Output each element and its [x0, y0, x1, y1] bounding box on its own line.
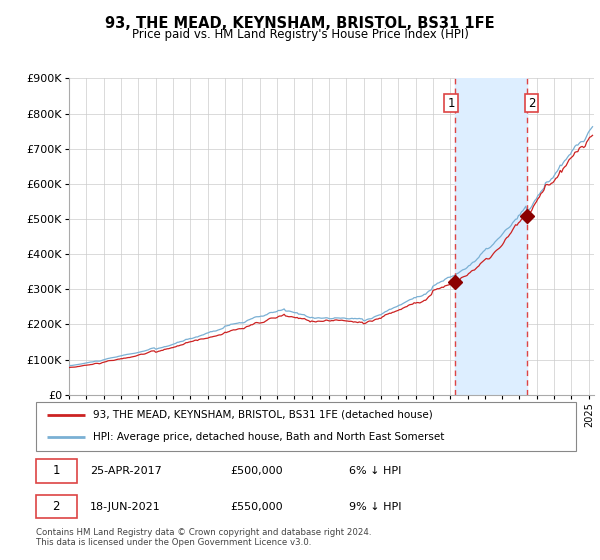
Text: £550,000: £550,000 — [230, 502, 283, 511]
Text: 93, THE MEAD, KEYNSHAM, BRISTOL, BS31 1FE (detached house): 93, THE MEAD, KEYNSHAM, BRISTOL, BS31 1F… — [92, 410, 433, 420]
Text: 2: 2 — [53, 500, 60, 513]
FancyBboxPatch shape — [36, 402, 576, 451]
Text: 9% ↓ HPI: 9% ↓ HPI — [349, 502, 402, 511]
Bar — [455, 78, 527, 395]
FancyBboxPatch shape — [36, 495, 77, 518]
Text: HPI: Average price, detached house, Bath and North East Somerset: HPI: Average price, detached house, Bath… — [92, 432, 444, 442]
Text: 93, THE MEAD, KEYNSHAM, BRISTOL, BS31 1FE: 93, THE MEAD, KEYNSHAM, BRISTOL, BS31 1F… — [105, 16, 495, 31]
Text: Price paid vs. HM Land Registry's House Price Index (HPI): Price paid vs. HM Land Registry's House … — [131, 28, 469, 41]
Text: 25-APR-2017: 25-APR-2017 — [90, 466, 162, 476]
Text: 2: 2 — [528, 96, 535, 110]
Text: 6% ↓ HPI: 6% ↓ HPI — [349, 466, 401, 476]
Text: 1: 1 — [53, 464, 60, 478]
Text: 1: 1 — [448, 96, 455, 110]
Text: Contains HM Land Registry data © Crown copyright and database right 2024.
This d: Contains HM Land Registry data © Crown c… — [36, 528, 371, 547]
Text: £500,000: £500,000 — [230, 466, 283, 476]
Text: 18-JUN-2021: 18-JUN-2021 — [90, 502, 161, 511]
FancyBboxPatch shape — [36, 459, 77, 483]
